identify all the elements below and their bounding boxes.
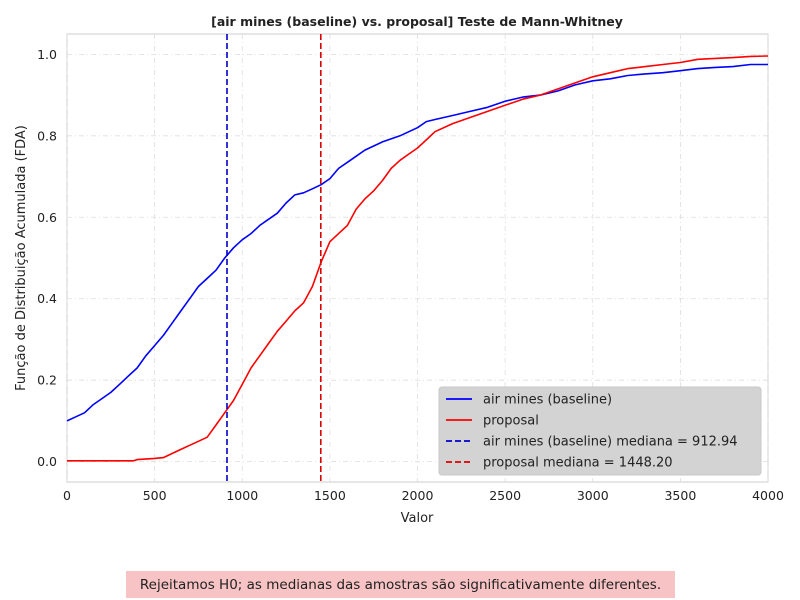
- legend-label: proposal: [483, 414, 539, 429]
- x-tick-label: 3500: [664, 488, 696, 503]
- series-line-proposal: [67, 55, 769, 462]
- y-tick-label: 1.0: [37, 47, 57, 62]
- legend: air mines (baseline) proposal air mines (b…: [438, 386, 762, 476]
- x-tick-label: 4000: [752, 488, 784, 503]
- x-tick-label: 2000: [402, 488, 434, 503]
- cdf-chart: [air mines (baseline) vs. proposal] Test…: [14, 14, 784, 526]
- x-tick-label: 0: [63, 488, 71, 503]
- series-line-baseline: [66, 63, 768, 422]
- legend-label: air mines (baseline): [483, 393, 612, 408]
- x-tick-label: 1000: [226, 488, 258, 503]
- y-tick-label: 0.8: [37, 128, 57, 143]
- x-axis-label: Valor: [401, 511, 434, 526]
- legend-label: air mines (baseline) mediana = 912.94: [483, 435, 738, 450]
- test-result-note: Rejeitamos H0; as medianas das amostras …: [126, 571, 675, 598]
- x-axis-ticks: 0 500 1000 1500 2000 2500 3000 3500 4000: [63, 488, 784, 503]
- y-tick-label: 0.0: [37, 454, 57, 469]
- legend-label: proposal mediana = 1448.20: [483, 456, 673, 471]
- y-tick-label: 0.2: [37, 373, 57, 388]
- y-tick-label: 0.6: [37, 210, 57, 225]
- x-tick-label: 3000: [577, 488, 609, 503]
- series-lines: [66, 55, 769, 462]
- y-tick-label: 0.4: [37, 291, 57, 306]
- median-lines: [226, 34, 322, 482]
- legend-box: [438, 386, 762, 476]
- x-tick-label: 2500: [489, 488, 521, 503]
- y-axis-label: Função de Distribuição Acumulada (FDA): [14, 125, 29, 391]
- y-axis-ticks: 0.0 0.2 0.4 0.6 0.8 1.0: [37, 47, 57, 469]
- chart-title: [air mines (baseline) vs. proposal] Test…: [211, 14, 623, 29]
- x-tick-label: 1500: [314, 488, 346, 503]
- x-tick-label: 500: [143, 488, 167, 503]
